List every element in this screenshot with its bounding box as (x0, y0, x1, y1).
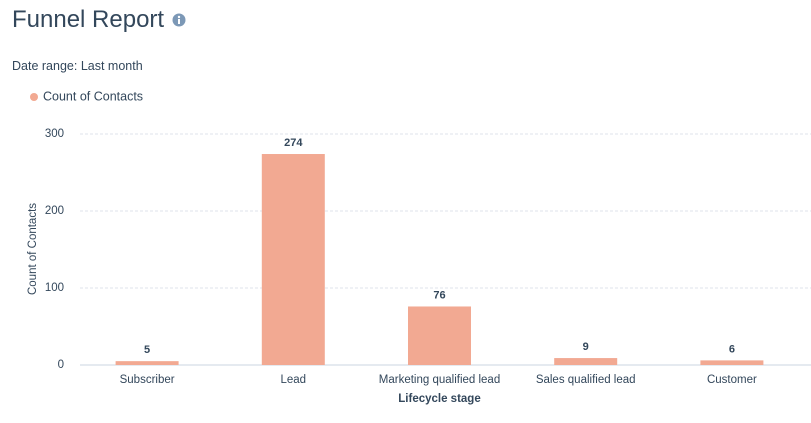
data-label: 274 (284, 137, 303, 149)
data-label: 9 (583, 341, 589, 353)
report-title: Funnel Report (12, 6, 186, 34)
date-range-label: Date range: (12, 59, 78, 73)
legend-marker (30, 93, 38, 101)
bar (115, 361, 179, 365)
x-tick-label: Customer (707, 374, 757, 386)
data-label: 76 (433, 289, 445, 301)
data-label: 6 (729, 343, 735, 355)
y-tick-label: 200 (45, 205, 64, 217)
bar (261, 154, 325, 365)
y-tick-label: 0 (58, 359, 64, 371)
date-range-value[interactable]: Last month (80, 59, 143, 73)
x-tick-label: Subscriber (120, 374, 175, 386)
x-tick-label: Marketing qualified lead (379, 374, 500, 386)
legend-label: Count of Contacts (43, 89, 143, 103)
data-label: 5 (144, 344, 150, 356)
info-icon[interactable] (172, 13, 186, 27)
y-tick-label: 100 (45, 282, 64, 294)
title-text: Funnel Report (12, 6, 165, 33)
y-axis-title: Count of Contacts (27, 203, 39, 295)
bar (554, 358, 618, 365)
x-tick-label: Sales qualified lead (536, 374, 636, 386)
y-tick-label: 300 (45, 128, 64, 140)
x-tick-label: Lead (281, 374, 307, 386)
date-range: Date range: Last month (12, 59, 143, 73)
x-axis-title: Lifecycle stage (398, 393, 480, 405)
bar (700, 360, 764, 365)
bar (408, 306, 471, 365)
